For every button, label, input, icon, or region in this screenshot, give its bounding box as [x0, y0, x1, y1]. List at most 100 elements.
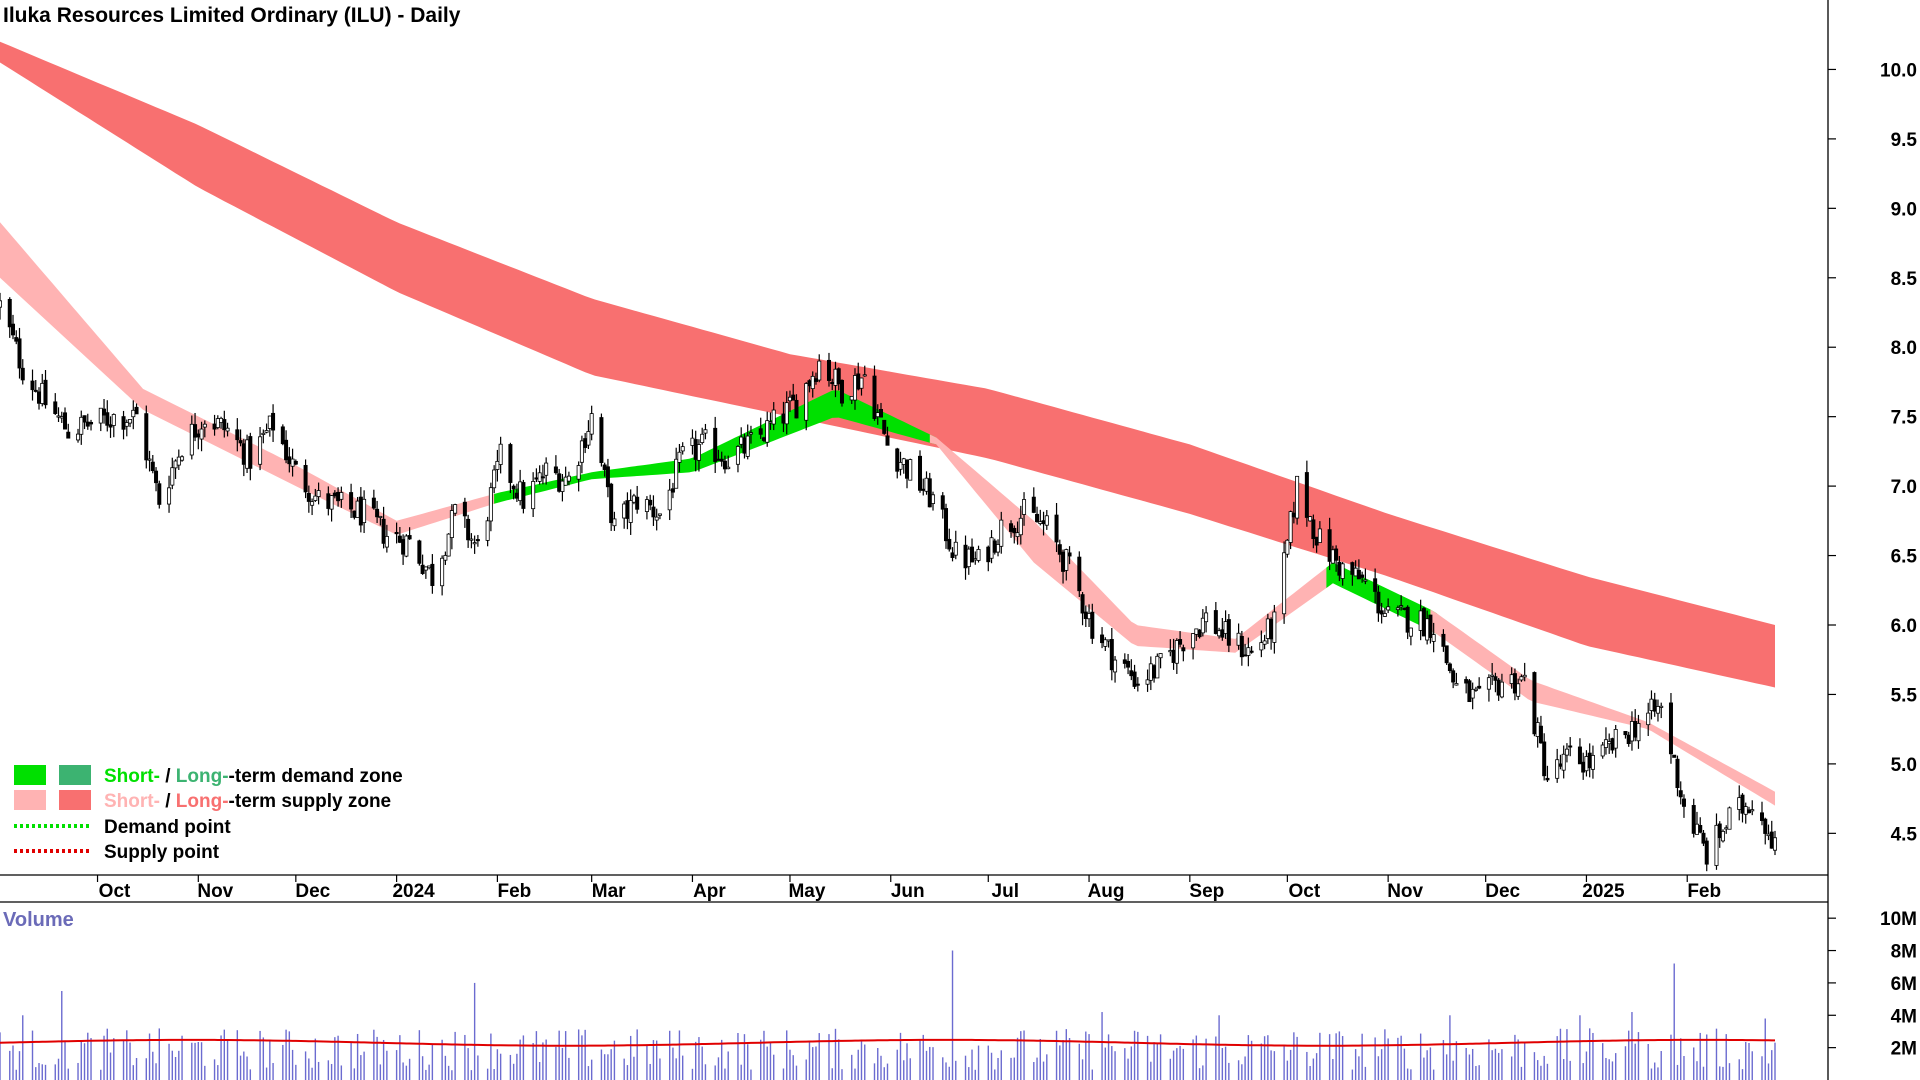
candle-body: [1698, 825, 1703, 833]
candle-body: [1373, 578, 1378, 592]
candle-body: [768, 421, 773, 424]
x-tick-label: Nov: [1387, 881, 1423, 902]
candle-body: [1538, 725, 1543, 744]
candle-body: [336, 491, 341, 502]
candle-body: [921, 488, 926, 491]
candle-body: [1083, 611, 1088, 619]
candle-body: [862, 374, 867, 377]
candle-body: [905, 460, 910, 479]
candle-body: [1545, 777, 1550, 781]
y-axis-ticks: 10.0 9.5 9.0 8.5 8.0 7.5 7.0 6.5 6.0 5.5 5.0 4.5: [1828, 60, 1917, 845]
candle-body: [157, 483, 162, 505]
candle-body: [940, 495, 945, 510]
x-tick-label: May: [788, 881, 825, 902]
candle-body: [576, 465, 581, 480]
volume-title: Volume: [3, 909, 74, 931]
candle-body: [1522, 674, 1527, 678]
volume-tick-label: 4M: [1891, 1006, 1917, 1027]
candle-body: [810, 375, 815, 390]
candle-body: [703, 429, 708, 434]
candle-body: [553, 466, 558, 474]
candle-body: [1636, 723, 1641, 742]
x-tick-label: Sep: [1189, 881, 1224, 902]
candle-body: [332, 492, 337, 497]
candle-body: [1558, 763, 1563, 767]
candle-body: [986, 546, 991, 563]
candle-body: [1743, 806, 1748, 815]
candle-body: [748, 432, 753, 435]
candle-body: [579, 440, 584, 463]
candle-body: [976, 549, 981, 561]
candle-body: [1239, 636, 1244, 658]
candle-body: [264, 430, 269, 433]
candle-body: [518, 481, 523, 502]
candle-body: [657, 513, 662, 516]
candle-body: [1451, 670, 1456, 683]
candle-body: [1577, 746, 1582, 765]
candle-body: [885, 435, 890, 446]
y-tick-label: 9.0: [1891, 199, 1917, 220]
candle-body: [1311, 519, 1316, 540]
candle-body: [355, 500, 360, 518]
candle-body: [1330, 549, 1335, 564]
candle-body: [872, 375, 877, 419]
candle-body: [1564, 748, 1569, 756]
candle-body: [1057, 544, 1062, 555]
candle-body: [293, 460, 298, 465]
candle-body: [696, 444, 701, 461]
candle-body: [212, 423, 217, 430]
candle-body: [521, 482, 526, 509]
candle-body: [856, 373, 861, 390]
candle-body: [349, 492, 354, 510]
candle-body: [1132, 671, 1137, 687]
candle-body: [1470, 688, 1475, 699]
candle-body: [1012, 527, 1017, 534]
candle-body: [836, 368, 841, 385]
candle-body: [1431, 634, 1436, 642]
candle-body: [352, 510, 357, 518]
candle-body: [654, 516, 659, 521]
candle-body: [1340, 563, 1345, 579]
candle-body: [680, 446, 685, 452]
candle-body: [700, 433, 705, 443]
candle-body: [765, 420, 770, 443]
candle-body: [1288, 511, 1293, 543]
candle-body: [108, 424, 113, 428]
candle-body: [7, 298, 12, 328]
candle-body: [878, 409, 883, 418]
candle-body: [248, 436, 253, 469]
candle-body: [1740, 794, 1745, 814]
candle-body: [1200, 617, 1205, 634]
candle-body: [245, 439, 250, 469]
candle-body: [1590, 755, 1595, 770]
candle-body: [1668, 702, 1673, 755]
candle-body: [813, 378, 818, 382]
candle-body: [313, 495, 318, 501]
candle-body: [1113, 659, 1118, 673]
candle-body: [833, 368, 838, 386]
candle-body: [394, 532, 399, 535]
candle-body: [1262, 640, 1267, 645]
x-tick-label: Feb: [1687, 881, 1721, 902]
candle-body: [1519, 676, 1524, 681]
candle-body: [622, 503, 627, 519]
candle-body: [427, 565, 432, 569]
candle-body: [511, 485, 516, 490]
x-tick-label: Oct: [99, 881, 131, 902]
candle-body: [1178, 639, 1183, 645]
candle-body: [674, 458, 679, 489]
legend-short-swatch: [14, 765, 46, 785]
candle-body: [40, 382, 45, 404]
candle-body: [144, 413, 149, 461]
candle-body: [1376, 591, 1381, 614]
candle-body: [303, 465, 308, 493]
candle-body: [170, 467, 175, 486]
candle-body: [1106, 639, 1111, 642]
candle-body: [895, 448, 900, 472]
candle-body: [180, 456, 185, 461]
candle-body: [537, 472, 542, 482]
candle-body: [1568, 745, 1573, 748]
candle-body: [53, 401, 58, 414]
candle-body: [1317, 528, 1322, 543]
candle-body: [1402, 607, 1407, 610]
